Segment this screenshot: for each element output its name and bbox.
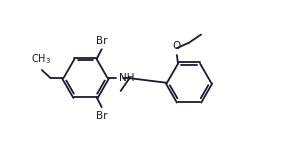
Text: Br: Br xyxy=(96,111,107,121)
Text: Br: Br xyxy=(96,36,107,46)
Text: NH: NH xyxy=(118,73,134,83)
Text: O: O xyxy=(173,41,181,51)
Text: CH$_3$: CH$_3$ xyxy=(31,52,50,66)
